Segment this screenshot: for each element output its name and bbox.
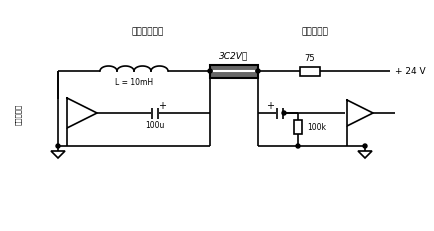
Bar	[293, 121, 301, 134]
Text: + 24 V: + 24 V	[394, 67, 424, 76]
Bar	[210, 65, 257, 78]
Text: 処理装置側: 処理装置側	[301, 27, 328, 36]
Text: 100k: 100k	[306, 123, 325, 132]
Circle shape	[281, 112, 285, 116]
Circle shape	[207, 70, 211, 74]
Text: L = 10mH: L = 10mH	[115, 78, 153, 87]
Text: 前置放大器側: 前置放大器側	[132, 27, 164, 36]
Text: 前置放大器: 前置放大器	[15, 103, 21, 124]
Text: 75: 75	[304, 54, 315, 63]
Text: +: +	[158, 100, 166, 110]
Circle shape	[256, 70, 260, 74]
Circle shape	[56, 144, 60, 148]
Text: +: +	[265, 100, 273, 110]
Bar	[299, 67, 319, 76]
Text: 3C2V等: 3C2V等	[219, 51, 248, 60]
Circle shape	[362, 144, 366, 148]
Text: 100u: 100u	[145, 121, 164, 129]
Circle shape	[295, 144, 299, 148]
